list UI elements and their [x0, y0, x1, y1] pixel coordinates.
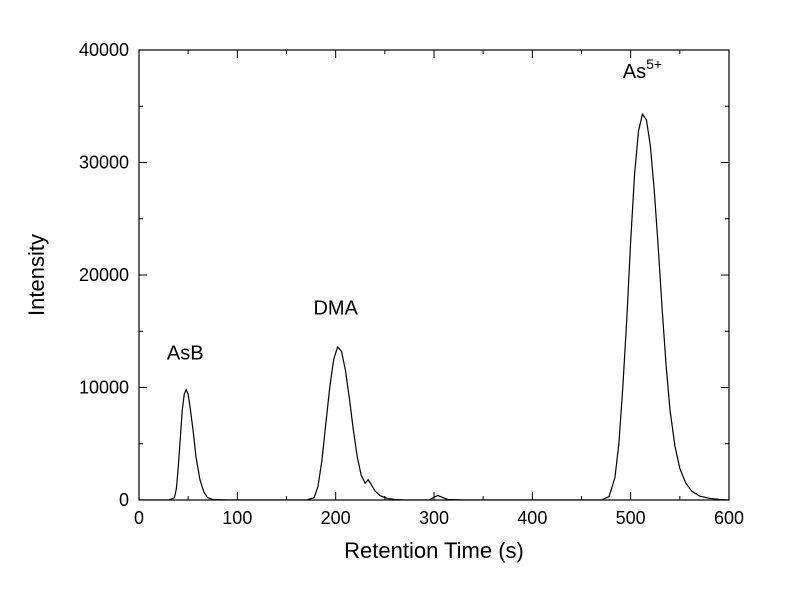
- chromatogram-line: [139, 114, 729, 500]
- y-tick-label: 20000: [79, 265, 129, 285]
- y-axis-label: Intensity: [24, 234, 49, 316]
- x-tick-label: 400: [517, 508, 547, 528]
- y-tick-label: 10000: [79, 378, 129, 398]
- x-tick-label: 200: [321, 508, 351, 528]
- peak-label: AsB: [167, 342, 204, 364]
- x-axis-label: Retention Time (s): [344, 538, 524, 563]
- x-tick-label: 600: [714, 508, 744, 528]
- x-tick-label: 0: [134, 508, 144, 528]
- chromatogram-chart: 0 100 200 300 400 500 600 Retention Time (s) 0 10…: [0, 0, 803, 613]
- peak-label-as5plus: As5+: [623, 56, 662, 83]
- y-tick-label: 30000: [79, 153, 129, 173]
- plot-frame: [139, 50, 729, 500]
- y-tick-label: 40000: [79, 40, 129, 60]
- x-tick-label: 500: [616, 508, 646, 528]
- peak-label: DMA: [313, 297, 358, 319]
- y-tick-label: 0: [119, 490, 129, 510]
- x-tick-label: 300: [419, 508, 449, 528]
- x-tick-label: 100: [222, 508, 252, 528]
